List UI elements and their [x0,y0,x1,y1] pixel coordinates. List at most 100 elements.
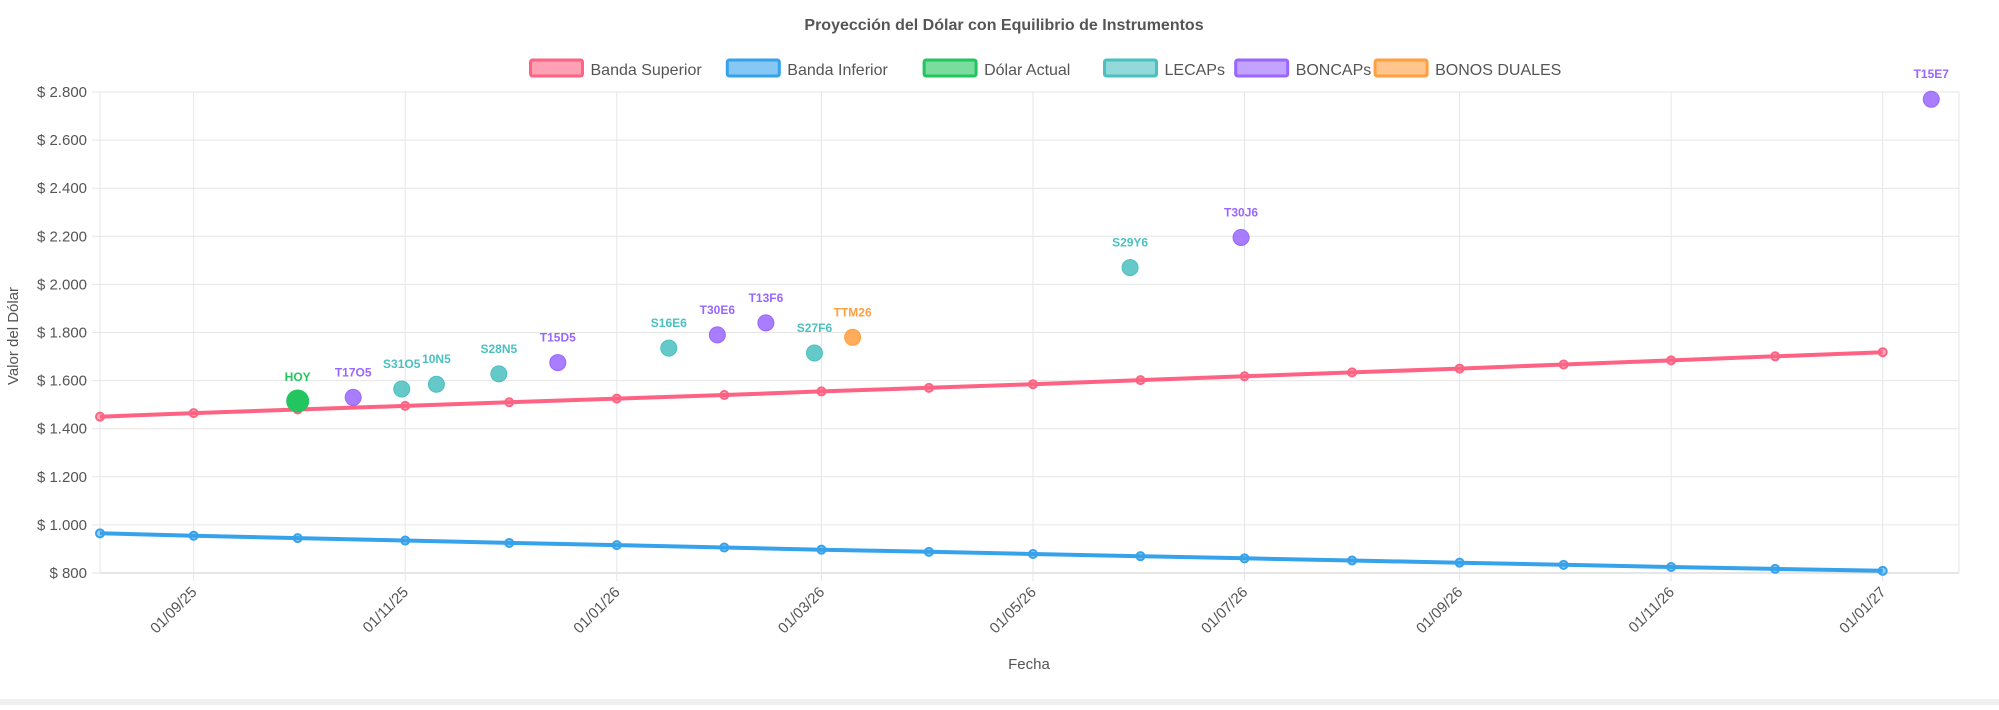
line-point[interactable] [719,542,730,553]
series-lines [99,350,1883,573]
legend-label: Banda Inferior [787,62,888,79]
line-point[interactable] [95,528,105,539]
line-point[interactable] [611,540,622,551]
legend-swatch [1103,58,1158,78]
line-point[interactable] [1239,553,1250,564]
x-tick-label: 01/01/26 [570,584,623,637]
grid-lines [99,91,1960,581]
line-point[interactable] [400,400,411,411]
point-label: T30E6 [700,303,736,317]
y-tick-label: $ 800 [49,565,87,582]
chart-title: Proyección del Dólar con Equilibrio de I… [804,17,1203,34]
line-point[interactable] [923,382,934,393]
y-tick-label: $ 2.200 [37,228,87,245]
y-tick-label: $ 1.600 [37,373,87,390]
line-point[interactable] [816,386,827,397]
legend-item[interactable]: BONOS DUALES [1373,58,1561,79]
y-tick-label: $ 1.000 [37,517,87,534]
point-label: S16E6 [651,316,687,330]
scatter-point[interactable] [393,380,411,398]
scatter-point[interactable] [549,354,567,372]
line-point[interactable] [1877,347,1888,358]
x-tick-label: 01/11/26 [1625,584,1678,637]
line-point[interactable] [1027,379,1038,390]
legend-item[interactable]: Banda Superior [529,58,703,79]
x-tick-label: 01/03/26 [775,584,828,637]
line-point[interactable] [1027,549,1038,560]
series-line [99,350,1883,419]
scatter-point[interactable] [1121,259,1139,277]
line-point[interactable] [1770,351,1781,362]
line-point[interactable] [1666,561,1677,572]
line-point[interactable] [923,546,934,557]
line-point[interactable] [504,397,515,408]
line-point[interactable] [611,393,622,404]
legend-item[interactable]: Banda Inferior [725,58,888,79]
legend-item[interactable]: Dólar Actual [922,58,1070,79]
series-points [95,90,1940,576]
x-tick-label: 01/09/26 [1413,584,1466,637]
legend-item[interactable]: LECAPs [1103,58,1225,79]
line-point[interactable] [95,411,105,422]
line-point[interactable] [1239,371,1250,382]
scatter-point[interactable] [708,326,726,344]
point-label: T17O5 [335,365,372,379]
line-point[interactable] [1666,355,1677,366]
legend-swatch [1234,58,1290,78]
x-tick-label: 01/11/25 [360,584,413,637]
scatter-point[interactable] [427,375,445,393]
line-point[interactable] [1454,363,1465,374]
scatter-point[interactable] [1232,229,1250,247]
point-label: S28N5 [481,342,518,356]
point-label: T30J6 [1224,206,1258,220]
point-label: HOY [285,370,311,384]
legend-swatch [725,58,781,78]
line-point[interactable] [1135,375,1146,386]
y-tick-label: $ 1.200 [37,469,87,486]
scatter-point[interactable] [844,328,862,346]
point-label: S29Y6 [1112,236,1148,250]
line-point[interactable] [188,408,199,419]
line-point[interactable] [719,390,730,401]
point-label: S27F6 [797,321,833,335]
line-point[interactable] [1347,555,1358,566]
line-point[interactable] [1135,551,1146,562]
series-line [99,531,1883,573]
scatter-point[interactable] [757,314,775,332]
line-point[interactable] [188,530,199,541]
scatter-point[interactable] [660,339,678,357]
scatter-point[interactable] [286,389,310,413]
x-axis: 01/09/25 01/11/25 01/01/26 01/03/26 01/05/26… [147,584,1889,637]
legend-swatch [922,58,978,78]
line-point[interactable] [400,535,411,546]
line-point[interactable] [1558,559,1569,570]
legend-item[interactable]: BONCAPs [1234,58,1372,79]
y-tick-label: $ 2.600 [37,132,87,149]
point-label: T13F6 [749,291,784,305]
line-point[interactable] [292,533,303,544]
line-point[interactable] [1347,367,1358,378]
line-point[interactable] [1454,557,1465,568]
legend[interactable]: Banda Superior Banda Inferior Dólar Actual… [529,58,1562,79]
scatter-point[interactable] [490,365,508,383]
y-axis: $ 800 $ 1.000 $ 1.200 $ 1.400 $ 1.600 $ 1.800… [37,84,100,582]
line-point[interactable] [1558,359,1569,370]
scatter-point[interactable] [1922,90,1940,108]
line-point[interactable] [816,544,827,555]
y-tick-label: $ 2.000 [37,276,87,293]
point-label: S31O5 [383,357,421,371]
legend-label: BONOS DUALES [1435,62,1561,79]
legend-label: Banda Superior [591,62,703,79]
line-point[interactable] [1770,563,1781,574]
line-point[interactable] [504,537,515,548]
legend-label: Dólar Actual [984,62,1070,79]
bottom-divider [0,699,1999,705]
x-tick-label: 01/07/26 [1198,584,1251,637]
point-label: TTM26 [834,305,872,319]
scatter-point[interactable] [344,388,362,406]
scatter-point[interactable] [805,344,823,362]
legend-label: LECAPs [1165,62,1225,79]
line-point[interactable] [1877,565,1888,576]
